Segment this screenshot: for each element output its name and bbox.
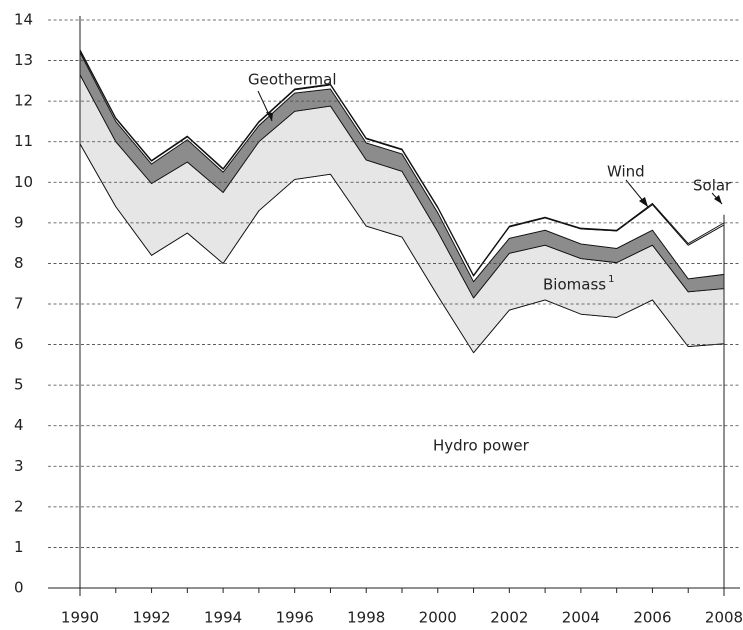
series-label: Geothermal: [248, 71, 337, 89]
arrowhead: [266, 112, 273, 121]
y-tick-label: 1: [14, 538, 24, 556]
arrowhead: [714, 195, 722, 204]
y-tick-label: 4: [14, 416, 24, 434]
y-tick-label: 12: [14, 92, 33, 110]
x-tick-label: 2002: [490, 609, 528, 627]
series-label: Hydro power: [433, 437, 530, 455]
y-tick-label: 7: [14, 295, 24, 313]
y-tick-label: 11: [14, 132, 33, 150]
y-tick-label: 3: [14, 457, 24, 475]
x-tick-label: 1994: [204, 609, 242, 627]
y-tick-label: 0: [14, 579, 24, 597]
x-tick-label: 2004: [562, 609, 600, 627]
series-label: Wind: [607, 163, 645, 181]
x-tick-label: 1998: [347, 609, 385, 627]
footnote-marker: 1: [608, 274, 614, 285]
x-tick-label: 2000: [419, 609, 457, 627]
y-tick-label: 2: [14, 497, 24, 515]
series-label: Biomass: [543, 276, 606, 294]
y-tick-label: 14: [14, 11, 33, 29]
x-tick-label: 2008: [705, 609, 743, 627]
y-tick-label: 6: [14, 335, 24, 353]
x-tick-label: 1990: [61, 609, 99, 627]
y-tick-label: 10: [14, 173, 33, 191]
annotation-arrows: [48, 19, 740, 589]
arrowhead: [639, 197, 648, 207]
x-tick-label: 2006: [633, 609, 671, 627]
y-tick-label: 13: [14, 51, 33, 69]
series-label: Solar: [693, 177, 732, 195]
y-tick-label: 8: [14, 254, 24, 272]
x-tick-label: 1996: [276, 609, 314, 627]
y-tick-label: 5: [14, 376, 24, 394]
x-tick-label: 1992: [132, 609, 170, 627]
y-tick-label: 9: [14, 213, 24, 231]
